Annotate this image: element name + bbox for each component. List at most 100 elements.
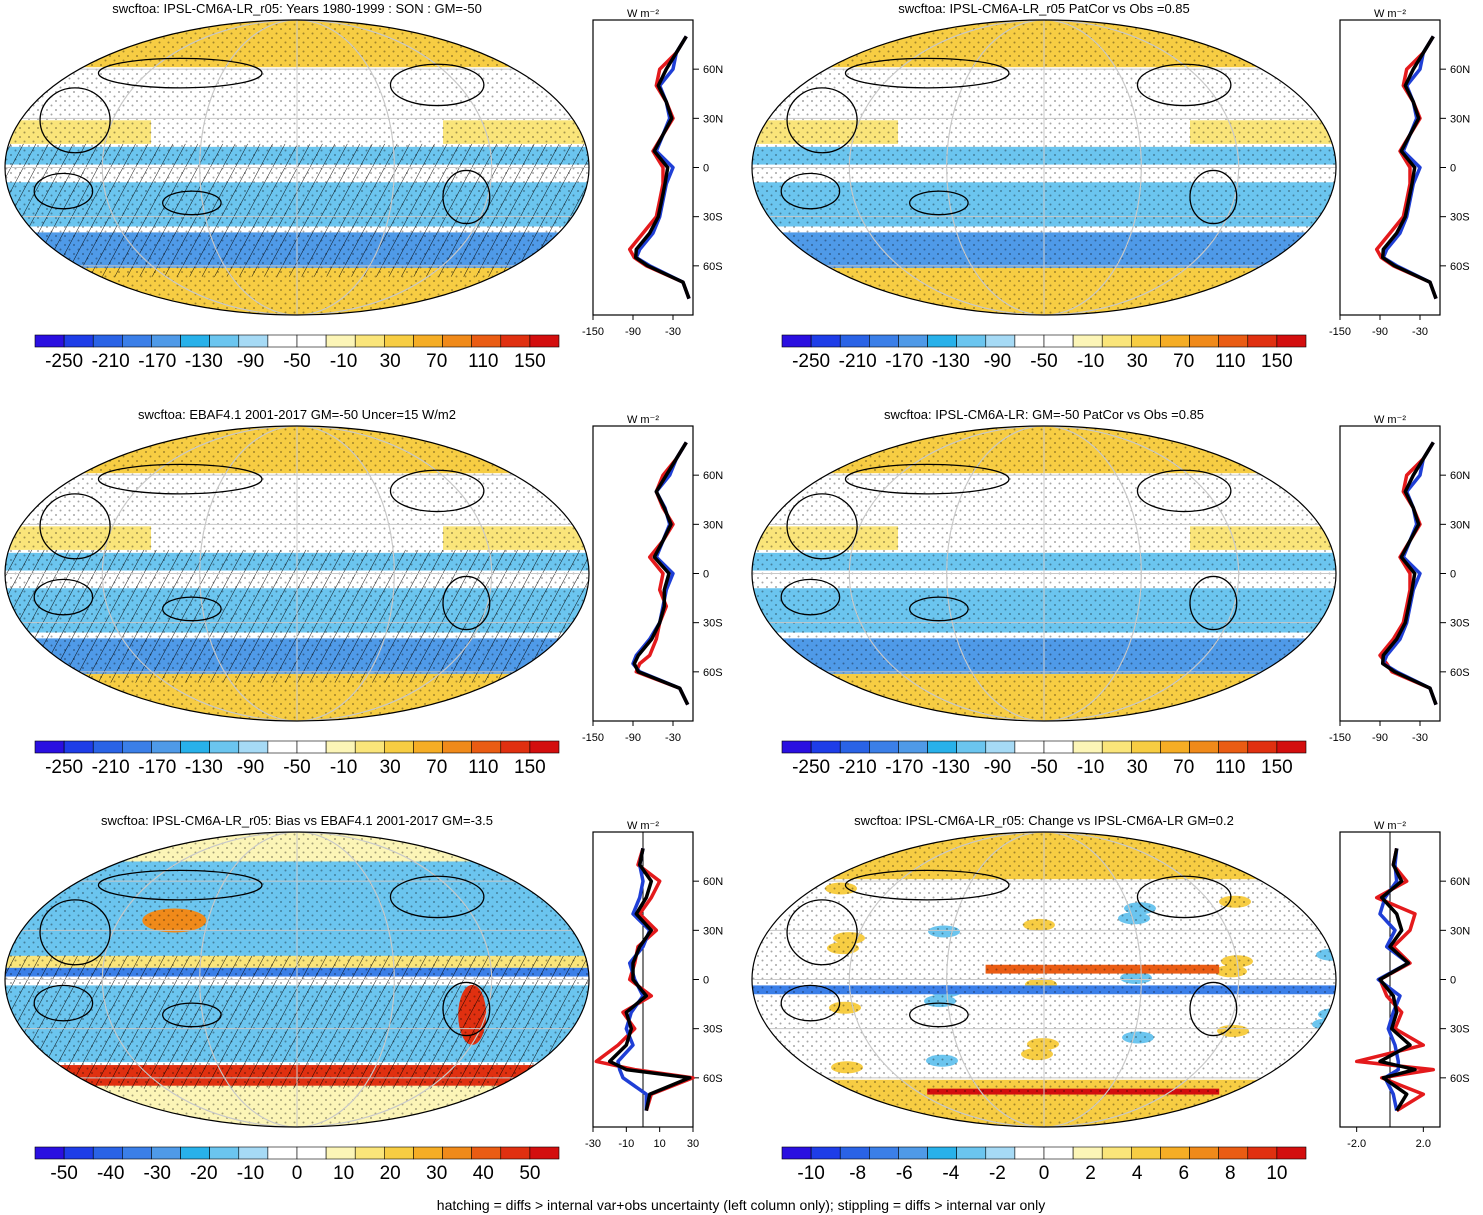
colorbar-label: -50 bbox=[1030, 757, 1057, 778]
profile-lat-label: 30N bbox=[1450, 519, 1470, 531]
map-border bbox=[751, 19, 1337, 316]
colorbar-swatch bbox=[1160, 334, 1190, 348]
profile-lat-label: 30N bbox=[1450, 925, 1470, 937]
colorbar-swatch bbox=[238, 1146, 269, 1160]
colorbar-swatch bbox=[1043, 740, 1074, 754]
colorbar-label: 70 bbox=[1173, 351, 1194, 372]
colorbar-swatch bbox=[1072, 1146, 1103, 1160]
colorbar-label: 30 bbox=[380, 757, 401, 778]
continent-outline bbox=[442, 169, 491, 225]
colorbar-swatch bbox=[927, 334, 957, 348]
colorbar-swatch bbox=[180, 1146, 210, 1160]
colorbar-swatch bbox=[898, 740, 928, 754]
profile-lat-label: 60S bbox=[1450, 667, 1470, 679]
colorbar-swatch bbox=[471, 334, 502, 348]
colorbar-swatch bbox=[209, 740, 240, 754]
colorbar-label: 110 bbox=[468, 351, 498, 372]
colorbar-label: 50 bbox=[519, 1163, 540, 1184]
colorbar-swatch bbox=[384, 740, 414, 754]
colorbar-label: 10 bbox=[333, 1163, 354, 1184]
panel-title: swcftoa: IPSL-CM6A-LR_r05: Change vs IPS… bbox=[854, 813, 1234, 828]
profile-x-label: -90 bbox=[625, 732, 641, 744]
colorbar-swatch bbox=[238, 740, 269, 754]
profile-lat-label: 60S bbox=[703, 1073, 723, 1085]
colorbar-swatch bbox=[325, 740, 356, 754]
colorbar-swatch bbox=[151, 1146, 181, 1160]
colorbar-swatch bbox=[810, 334, 841, 348]
colorbar-swatch bbox=[1189, 1146, 1219, 1160]
continent-outline bbox=[442, 981, 491, 1037]
colorbar-swatch bbox=[471, 1146, 502, 1160]
figure-footer: hatching = diffs > internal var+obs unce… bbox=[437, 1197, 1045, 1213]
colorbar-swatch bbox=[869, 334, 899, 348]
profile-lat-label: 30S bbox=[703, 1024, 723, 1036]
colorbar-label: -250 bbox=[792, 351, 830, 372]
colorbar-swatch bbox=[92, 334, 123, 348]
colorbar-swatch bbox=[1043, 334, 1074, 348]
colorbar-label: -210 bbox=[92, 351, 130, 372]
colorbar-swatch bbox=[1101, 740, 1132, 754]
colorbar-swatch bbox=[92, 1146, 123, 1160]
continent-outline bbox=[909, 190, 969, 216]
colorbar-swatch bbox=[92, 740, 123, 754]
map-border bbox=[4, 831, 590, 1128]
profile-lat-label: 0 bbox=[703, 163, 709, 175]
panel-6: swcftoa: IPSL-CM6A-LR_r05: Change vs IPS… bbox=[751, 813, 1470, 1184]
colorbar-swatch bbox=[927, 740, 957, 754]
profile-units: W m⁻² bbox=[627, 8, 659, 20]
colorbar-swatch bbox=[1014, 334, 1045, 348]
map-field bbox=[5, 426, 589, 721]
continent-outline bbox=[786, 493, 858, 560]
continent-outline bbox=[844, 57, 1010, 89]
profile-lat-label: 0 bbox=[703, 975, 709, 987]
colorbar-label: -10 bbox=[797, 1163, 824, 1184]
continent-outline bbox=[1136, 469, 1232, 513]
profile-series-3 bbox=[633, 35, 691, 300]
profile-lat-label: 30N bbox=[703, 519, 723, 531]
map-border bbox=[4, 425, 590, 722]
colorbar-label: 150 bbox=[1261, 351, 1293, 372]
colorbar-swatch bbox=[898, 1146, 928, 1160]
profile-x-label: -150 bbox=[1329, 732, 1351, 744]
colorbar-label: 30 bbox=[1127, 351, 1148, 372]
colorbar-swatch bbox=[442, 1146, 472, 1160]
colorbar-swatch bbox=[956, 1146, 987, 1160]
colorbar-swatch bbox=[471, 740, 502, 754]
profile-lat-label: 30S bbox=[1450, 212, 1470, 224]
continent-outline bbox=[39, 87, 111, 154]
colorbar-swatch bbox=[1276, 334, 1307, 348]
colorbar-swatch bbox=[956, 740, 987, 754]
profile-series-3 bbox=[1380, 441, 1438, 706]
colorbar-swatch bbox=[209, 1146, 240, 1160]
colorbar-swatch bbox=[180, 334, 210, 348]
colorbar-swatch bbox=[839, 334, 870, 348]
colorbar-label: -90 bbox=[984, 757, 1011, 778]
continent-outline bbox=[1136, 875, 1232, 919]
profile-lat-label: 60S bbox=[1450, 1073, 1470, 1085]
profile-lat-label: 60N bbox=[1450, 64, 1470, 76]
panel-4: swcftoa: IPSL-CM6A-LR: GM=-50 PatCor vs … bbox=[751, 407, 1470, 778]
map-border bbox=[751, 831, 1337, 1128]
colorbar-label: -130 bbox=[932, 351, 970, 372]
colorbar-label: -10 bbox=[1077, 757, 1104, 778]
colorbar-label: 10 bbox=[1266, 1163, 1287, 1184]
colorbar-swatch bbox=[781, 334, 812, 348]
profile-lat-label: 60N bbox=[1450, 470, 1470, 482]
colorbar-swatch bbox=[1101, 1146, 1132, 1160]
colorbar-swatch bbox=[1131, 740, 1161, 754]
profile-units: W m⁻² bbox=[627, 820, 659, 832]
colorbar-label: -90 bbox=[237, 757, 264, 778]
colorbar-label: -90 bbox=[237, 351, 264, 372]
continent-outline bbox=[162, 190, 222, 216]
continent-outline bbox=[39, 899, 111, 966]
colorbar-swatch bbox=[1043, 1146, 1074, 1160]
colorbar-label: -10 bbox=[237, 1163, 264, 1184]
colorbar-label: -6 bbox=[896, 1163, 913, 1184]
colorbar-label: 20 bbox=[380, 1163, 401, 1184]
colorbar-label: -30 bbox=[144, 1163, 171, 1184]
colorbar-label: -50 bbox=[1030, 351, 1057, 372]
colorbar-label: -10 bbox=[1077, 351, 1104, 372]
colorbar-label: 30 bbox=[426, 1163, 447, 1184]
colorbar-swatch bbox=[1247, 740, 1278, 754]
profile-frame bbox=[592, 19, 694, 316]
